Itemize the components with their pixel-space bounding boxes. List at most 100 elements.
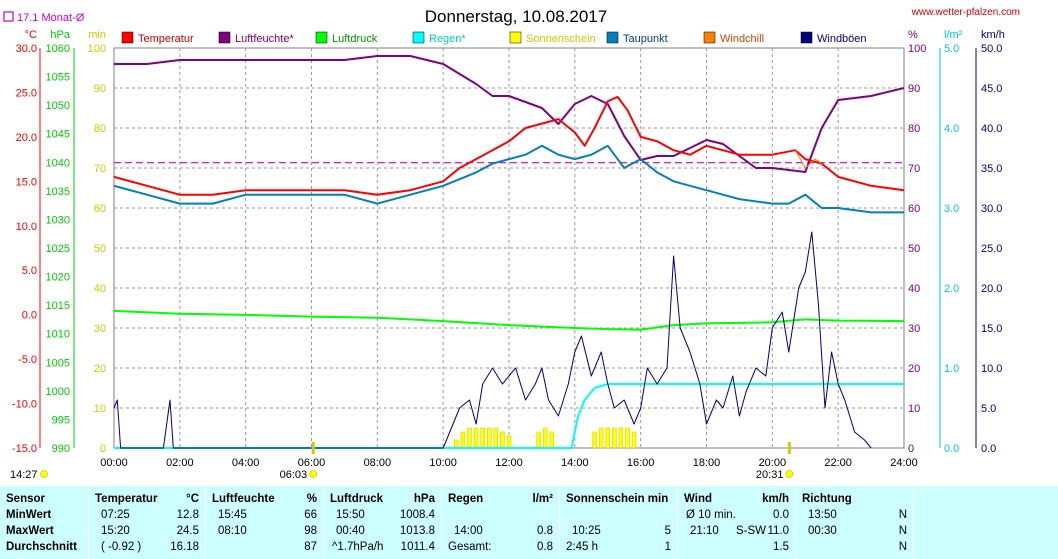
wind-max-time: 21:10 bbox=[690, 525, 719, 537]
legend-label: Temperatur bbox=[138, 33, 194, 45]
stats-sensor: Sensor MinWert MaxWert Durchschnitt bbox=[0, 486, 88, 559]
humidity-axis-tick: 20 bbox=[908, 363, 920, 375]
time-tick: 10:00 bbox=[429, 457, 457, 469]
legend-label: Taupunkt bbox=[623, 33, 668, 45]
luftfeuchte-min-value: 66 bbox=[304, 509, 317, 521]
legend-label: Windböen bbox=[817, 33, 867, 45]
wind-header: Wind bbox=[684, 493, 712, 505]
statistics-panel: Sensor MinWert MaxWert Durchschnitt Temp… bbox=[0, 486, 1058, 559]
regen-max-time: 14:00 bbox=[454, 525, 483, 537]
rain-axis-tick: 0.0 bbox=[944, 443, 959, 455]
series-line-regen bbox=[114, 383, 904, 449]
wind-axis-unit: km/h bbox=[981, 29, 1005, 41]
site-link[interactable]: www.wetter-pfalzen.com bbox=[911, 7, 1020, 18]
wind-min-value: 0.0 bbox=[773, 509, 789, 521]
legend-swatch bbox=[315, 31, 328, 44]
sunshine-bar bbox=[549, 431, 555, 449]
sunshine-bar bbox=[467, 427, 472, 449]
time-tick: 12:00 bbox=[495, 457, 523, 469]
temp-axis-unit: °C bbox=[25, 29, 37, 41]
temperatur-header: Temperatur bbox=[95, 493, 158, 505]
legend-label: Luftdruck bbox=[332, 33, 378, 45]
wind-axis-tick: 20.0 bbox=[981, 283, 1002, 295]
time-tick: 24:00 bbox=[890, 457, 918, 469]
minutes-axis-tick: 10 bbox=[94, 403, 106, 415]
sensor-header: Sensor bbox=[6, 493, 45, 505]
legend-swatch bbox=[121, 31, 134, 44]
stats-luftfeuchte: Luftfeuchte % 15:45 66 08:10 98 87 bbox=[205, 486, 323, 559]
humidity-axis-tick: 10 bbox=[908, 403, 920, 415]
luftdruck-max-value: 1013.8 bbox=[399, 525, 435, 537]
wind-axis-tick: 40.0 bbox=[981, 123, 1002, 135]
luftfeuchte-max-value: 98 bbox=[304, 525, 317, 537]
minutes-axis-tick: 60 bbox=[94, 203, 106, 215]
wind-axis-tick: 15.0 bbox=[981, 323, 1002, 335]
wind-max-value: 11.0 bbox=[767, 525, 789, 537]
sunshine-bar bbox=[592, 431, 597, 449]
temp-axis-tick: 20.0 bbox=[16, 132, 37, 144]
sunshine-bar bbox=[598, 427, 604, 449]
sunshine-bar bbox=[625, 427, 630, 449]
row-label-avg: Durchschnitt bbox=[6, 541, 77, 553]
wind-avg-value: 1.5 bbox=[773, 541, 789, 553]
temp-axis-tick: -5.0 bbox=[18, 354, 37, 366]
press-axis-tick: 1015 bbox=[46, 300, 70, 312]
sunshine-bar bbox=[612, 427, 617, 449]
press-axis-tick: 1030 bbox=[46, 214, 70, 226]
left-time: 14:27 bbox=[10, 469, 38, 481]
luftfeuchte-avg-value: 87 bbox=[304, 541, 317, 553]
time-tick: 18:00 bbox=[693, 457, 721, 469]
minutes-axis-tick: 70 bbox=[94, 163, 106, 175]
sunshine-bar bbox=[605, 427, 610, 449]
press-axis-tick: 1010 bbox=[46, 329, 70, 341]
sunrise-time: 06:03 bbox=[280, 469, 308, 481]
rain-axis-tick: 1.0 bbox=[944, 363, 959, 375]
time-tick: 16:00 bbox=[627, 457, 655, 469]
temperatur-min-time: 07:25 bbox=[101, 509, 130, 521]
series-line-temperatur bbox=[113, 95, 905, 196]
temperatur-avg-note: ( -0.92 ) bbox=[101, 541, 142, 553]
temp-axis-tick: 0.0 bbox=[22, 310, 37, 322]
legend-label: Sonnenschein bbox=[526, 33, 596, 45]
richtung-avg-value: N bbox=[898, 541, 907, 553]
time-tick: 02:00 bbox=[166, 457, 194, 469]
legend-label: Regen* bbox=[429, 33, 466, 45]
luftfeuchte-max-time: 08:10 bbox=[218, 525, 247, 537]
month-avg-swatch bbox=[3, 11, 14, 22]
temp-axis-tick: -15.0 bbox=[12, 443, 37, 455]
series-line-luftdruck bbox=[113, 309, 905, 331]
sun-markers: 06:03 20:31 14:27 bbox=[10, 442, 794, 481]
left-sun-icon bbox=[40, 470, 48, 478]
wind-axis-tick: 45.0 bbox=[981, 83, 1002, 95]
richtung-header: Richtung bbox=[802, 493, 852, 505]
temp-axis-tick: -10.0 bbox=[12, 399, 37, 411]
humidity-axis-tick: 70 bbox=[908, 163, 920, 175]
humidity-axis-tick: 50 bbox=[908, 243, 920, 255]
temp-axis-tick: 25.0 bbox=[16, 87, 37, 99]
press-axis-tick: 1035 bbox=[46, 186, 70, 198]
minutes-axis-tick: 50 bbox=[94, 243, 106, 255]
humidity-axis-tick: 100 bbox=[908, 43, 926, 55]
regen-max-value: 0.8 bbox=[537, 525, 553, 537]
time-tick: 08:00 bbox=[364, 457, 392, 469]
regen-unit: l/m² bbox=[532, 493, 553, 505]
rain-axis-tick: 3.0 bbox=[944, 203, 959, 215]
luftdruck-trend: ^1.7hPa/h bbox=[332, 541, 384, 553]
press-axis-tick: 1000 bbox=[46, 386, 70, 398]
sunshine-bar bbox=[460, 431, 466, 449]
temperatur-min-value: 12.8 bbox=[176, 509, 199, 521]
wind-axis-tick: 35.0 bbox=[981, 163, 1002, 175]
legend-swatch bbox=[218, 31, 231, 44]
sunshine-bar bbox=[493, 427, 499, 449]
richtung-min-time: 13:50 bbox=[808, 509, 837, 521]
press-axis-tick: 1025 bbox=[46, 243, 70, 255]
wind-axis-tick: 10.0 bbox=[981, 363, 1002, 375]
sonnenschein-max-time: 10:25 bbox=[572, 525, 601, 537]
luftdruck-min-time: 15:50 bbox=[336, 509, 365, 521]
rain-axis-unit: l/m² bbox=[944, 29, 963, 41]
wind-axis-tick: 5.0 bbox=[981, 403, 996, 415]
sunset-icon bbox=[785, 470, 794, 478]
time-tick: 14:00 bbox=[561, 457, 589, 469]
sonnenschein-header: Sonnenschein min bbox=[566, 493, 669, 505]
sunshine-bar bbox=[542, 427, 548, 449]
